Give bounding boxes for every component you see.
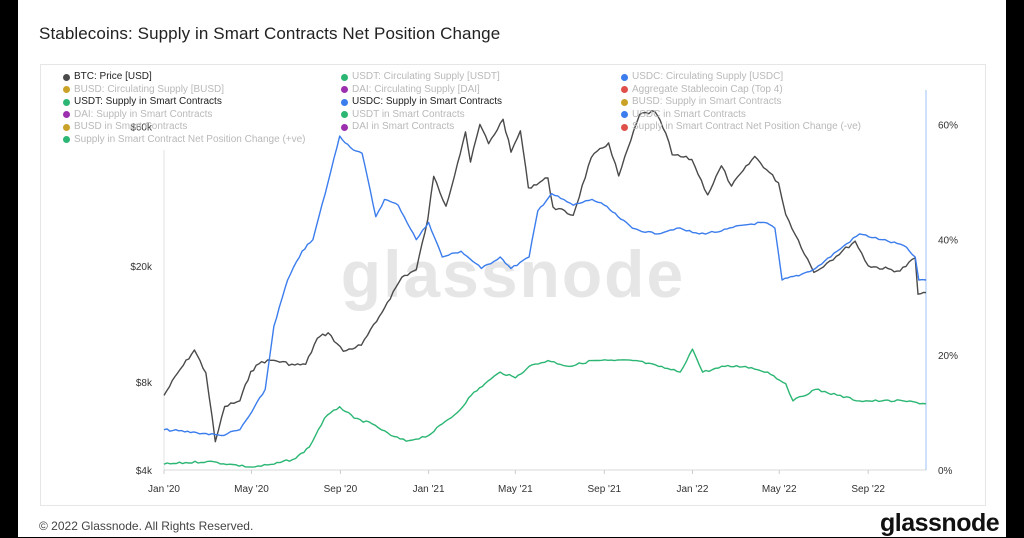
legend-label: USDT in Smart Contracts xyxy=(352,108,465,120)
x-tick-label: Jan '21 xyxy=(413,484,445,495)
legend-color-dot xyxy=(63,98,70,106)
series-line xyxy=(163,348,927,468)
legend-color-dot xyxy=(341,111,348,118)
y-left-tick-label: $4k xyxy=(136,466,153,477)
x-tick-label: May '20 xyxy=(234,484,269,495)
legend-item[interactable]: BUSD: Supply in Smart Contracts xyxy=(621,96,782,108)
x-tick-label: Sep '20 xyxy=(324,484,358,495)
legend-item[interactable]: USDT: Supply in Smart Contracts xyxy=(63,96,222,108)
legend-color-dot xyxy=(621,111,628,118)
x-tick-label: Jan '22 xyxy=(677,484,709,495)
series-line xyxy=(163,110,927,443)
y-left-tick-label: $8k xyxy=(136,378,153,389)
legend-label: BTC: Price [USD] xyxy=(74,71,152,82)
legend-color-dot xyxy=(621,123,628,131)
y-right-tick-label: 40% xyxy=(938,236,958,247)
legend-color-dot xyxy=(63,73,70,81)
y-left-tick-label: $20k xyxy=(130,262,153,273)
legend-label: Aggregate Stablecoin Cap (Top 4) xyxy=(632,83,783,95)
series-line xyxy=(163,135,927,437)
x-tick-label: May '21 xyxy=(498,484,533,495)
legend-item[interactable]: BTC: Price [USD] xyxy=(63,71,152,83)
legend-item[interactable]: Supply in Smart Contract Net Position Ch… xyxy=(621,121,861,133)
legend-color-dot xyxy=(63,111,70,118)
copyright: © 2022 Glassnode. All Rights Reserved. xyxy=(39,519,254,533)
chart-legend: BTC: Price [USD] USDT: Circulating Supply… xyxy=(41,71,985,151)
legend-item[interactable]: USDT: Circulating Supply [USDT] xyxy=(341,71,500,83)
legend-label: DAI: Circulating Supply [DAI] xyxy=(352,83,480,95)
brand-logo: glassnode xyxy=(880,509,1000,537)
legend-color-dot xyxy=(63,86,70,93)
legend-label: USDC: Supply in Smart Contracts xyxy=(352,96,503,107)
legend-color-dot xyxy=(63,136,70,143)
y-right-tick-label: 0% xyxy=(938,466,953,477)
legend-item[interactable]: USDC: Supply in Smart Contracts xyxy=(341,96,502,108)
legend-item[interactable]: USDC: Circulating Supply [USDC] xyxy=(621,71,783,83)
legend-item[interactable]: USDC in Smart Contracts xyxy=(621,109,746,121)
legend-label: DAI: Supply in Smart Contracts xyxy=(74,108,213,120)
legend-item[interactable]: DAI in Smart Contracts xyxy=(341,121,454,133)
chart-panel: glassnode Jan '20 May '20 Sep '20 Jan '21 Ma… xyxy=(40,64,986,506)
legend-color-dot xyxy=(341,98,348,106)
legend-item[interactable]: DAI: Circulating Supply [DAI] xyxy=(341,84,480,96)
legend-color-dot xyxy=(341,73,348,81)
legend-color-dot xyxy=(621,98,628,106)
x-tick-label: Sep '21 xyxy=(587,484,621,495)
chart-canvas: glassnode Jan '20 May '20 Sep '20 Jan '21 Ma… xyxy=(130,90,958,495)
x-tick-label: May '22 xyxy=(762,484,797,495)
legend-label: BUSD: Supply in Smart Contracts xyxy=(632,96,782,107)
legend-label: USDC: Circulating Supply [USDC] xyxy=(632,71,784,82)
legend-label: BUSD: Circulating Supply [BUSD] xyxy=(74,83,225,95)
legend-label: DAI in Smart Contracts xyxy=(352,121,455,132)
legend-label: Supply in Smart Contract Net Position Ch… xyxy=(74,133,306,145)
legend-color-dot xyxy=(621,86,628,93)
y-left-tick-label: $60k xyxy=(130,122,153,133)
legend-item[interactable]: BUSD in Smart Contracts xyxy=(63,121,187,133)
legend-item[interactable]: Aggregate Stablecoin Cap (Top 4) xyxy=(621,84,783,96)
legend-color-dot xyxy=(341,86,348,93)
legend-item[interactable]: USDT in Smart Contracts xyxy=(341,109,465,121)
x-tick-label: Jan '20 xyxy=(148,484,180,495)
legend-label: USDT: Supply in Smart Contracts xyxy=(74,96,222,107)
legend-label: USDC in Smart Contracts xyxy=(632,108,746,120)
legend-label: USDT: Circulating Supply [USDT] xyxy=(352,71,500,82)
legend-color-dot xyxy=(621,73,628,81)
watermark: glassnode xyxy=(341,237,685,311)
legend-item[interactable]: DAI: Supply in Smart Contracts xyxy=(63,109,212,121)
legend-label: BUSD in Smart Contracts xyxy=(74,121,188,132)
x-tick-label: Sep '22 xyxy=(851,484,885,495)
legend-color-dot xyxy=(63,123,70,131)
legend-item[interactable]: Supply in Smart Contract Net Position Ch… xyxy=(63,134,306,146)
legend-color-dot xyxy=(341,123,348,131)
y-right-tick-label: 20% xyxy=(938,351,958,362)
page-title: Stablecoins: Supply in Smart Contracts N… xyxy=(39,24,501,43)
legend-item[interactable]: BUSD: Circulating Supply [BUSD] xyxy=(63,84,224,96)
chart-page: Stablecoins: Supply in Smart Contracts N… xyxy=(18,0,1006,537)
y-right-tick-label: 60% xyxy=(938,121,958,132)
legend-label: Supply in Smart Contract Net Position Ch… xyxy=(632,121,861,132)
